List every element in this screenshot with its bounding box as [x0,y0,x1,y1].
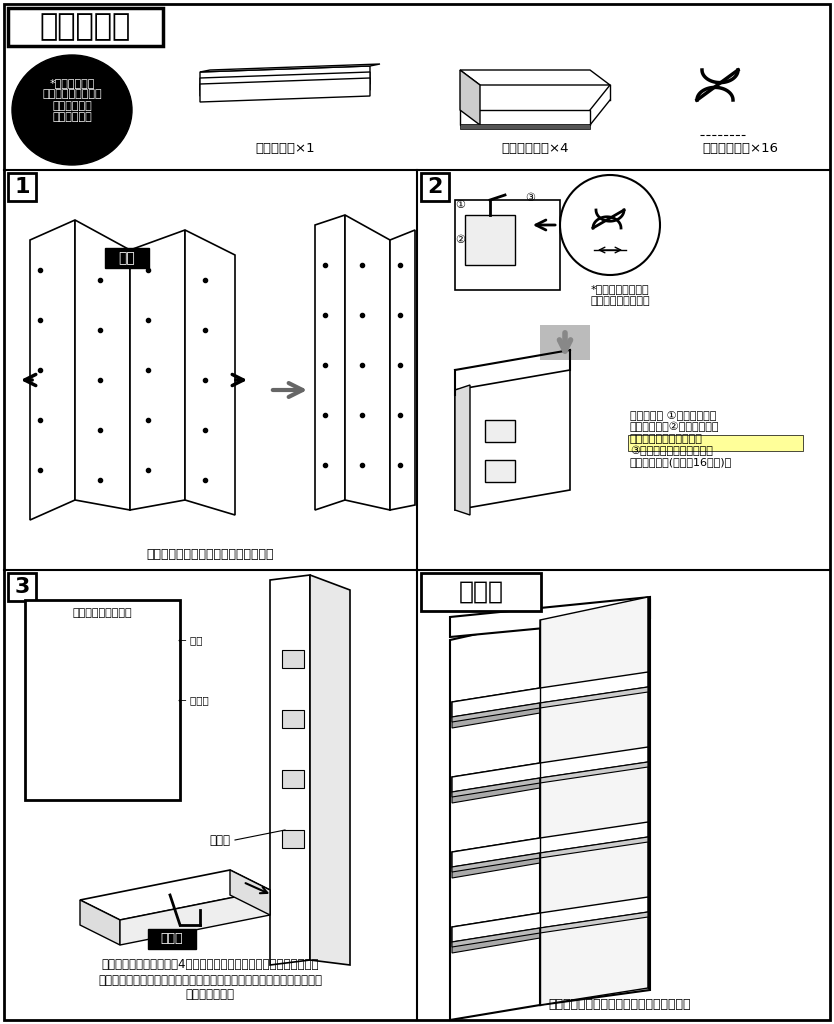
Bar [485,420,515,442]
Polygon shape [540,672,648,703]
Polygon shape [540,897,648,928]
Polygon shape [452,853,540,872]
Polygon shape [452,822,648,867]
Text: 本体: 本体 [118,251,135,265]
Text: *段ボールには
表・裏があります。
「木目柄」が
「表」です。: *段ボールには 表・裏があります。 「木目柄」が 「表」です。 [43,78,102,123]
Bar [421,573,541,611]
Polygon shape [452,838,540,868]
Polygon shape [200,66,370,90]
Polygon shape [452,778,540,803]
Polygon shape [452,688,540,718]
Polygon shape [460,110,590,125]
Polygon shape [452,928,540,953]
Bar [282,770,304,788]
Polygon shape [452,778,540,797]
Bar [8,8,163,46]
Bar [105,248,149,268]
Polygon shape [452,763,540,793]
Polygon shape [200,63,380,72]
Bar [485,460,515,482]
Bar [460,124,590,129]
Bar [25,600,180,800]
Polygon shape [540,837,648,858]
Polygon shape [80,900,120,945]
Bar [465,215,515,265]
Polygon shape [30,220,75,520]
Text: 図のように本体をコの字に広げます。: 図のように本体をコの字に広げます。 [146,549,274,561]
Text: 3: 3 [14,577,30,597]
Text: （正面から見た図）: （正面から見た図） [73,608,132,618]
Text: 図のようにトレーの底穴4箇所を本体に取り付けたフックにそれぞれ
しっかりと差し込んでください。トレーは下から順に取り付けると作業
しやすいです。: 図のようにトレーの底穴4箇所を本体に取り付けたフックにそれぞれ しっかりと差し込… [98,958,322,1001]
Polygon shape [455,200,560,290]
Text: ← 本体: ← 本体 [178,635,203,645]
Bar [540,325,590,360]
Text: 完成図: 完成図 [459,580,504,604]
Polygon shape [540,822,648,853]
Text: ③: ③ [525,193,535,203]
Polygon shape [120,890,270,945]
Polygon shape [200,72,370,96]
Bar [8,173,36,201]
Circle shape [560,175,660,275]
Polygon shape [185,230,235,515]
Polygon shape [80,870,270,920]
Text: 水平な場所に設置の上、ご使用ください。: 水平な場所に設置の上、ご使用ください。 [549,998,691,1012]
Text: *必ず幅の広い方を
本体に差し込みます: *必ず幅の広い方を 本体に差し込みます [590,285,650,306]
Text: 1: 1 [14,177,30,197]
Polygon shape [540,597,648,1005]
Polygon shape [452,853,540,878]
Polygon shape [345,215,390,510]
Polygon shape [460,70,610,85]
Text: 図のように ①本体四角窓を
手前に開き、②フックの溝が
広い方を差し込みます。
③窓を閉めてフックを固定
してください(左右全16箇所)。: 図のように ①本体四角窓を 手前に開き、②フックの溝が 広い方を差し込みます。 … [630,410,732,467]
Text: セット内容: セット内容 [39,12,131,42]
Polygon shape [460,70,480,125]
Text: ②: ② [455,234,465,245]
Polygon shape [452,913,540,943]
Polygon shape [315,215,345,510]
Polygon shape [310,575,350,965]
Polygon shape [452,672,648,717]
Polygon shape [130,230,185,510]
Polygon shape [450,597,650,637]
Polygon shape [455,385,470,515]
Polygon shape [452,928,540,947]
Polygon shape [75,220,130,510]
Text: フック・・・×16: フック・・・×16 [702,141,778,155]
Polygon shape [390,230,415,510]
Text: フック: フック [209,834,230,847]
Polygon shape [452,746,648,792]
Ellipse shape [12,55,132,165]
Bar [421,173,449,201]
Polygon shape [200,78,370,102]
Polygon shape [450,620,540,1020]
Bar [8,573,36,601]
Polygon shape [452,703,540,722]
Text: トレー・・・×4: トレー・・・×4 [501,141,569,155]
Bar [628,435,803,451]
Bar [148,929,196,949]
Text: 2: 2 [427,177,443,197]
Polygon shape [270,575,310,965]
Bar [282,830,304,848]
Polygon shape [540,912,648,933]
Polygon shape [540,600,650,1005]
Polygon shape [540,746,648,778]
Polygon shape [452,703,540,728]
Bar [282,710,304,728]
Text: ①: ① [455,200,465,210]
Polygon shape [540,762,648,783]
Text: 本体・・・×1: 本体・・・×1 [255,141,314,155]
Polygon shape [230,870,270,915]
Bar [282,650,304,668]
Text: ← トレー: ← トレー [178,695,208,705]
Text: トレー: トレー [161,933,183,945]
Polygon shape [455,370,570,510]
Polygon shape [540,687,648,708]
Polygon shape [452,897,648,942]
